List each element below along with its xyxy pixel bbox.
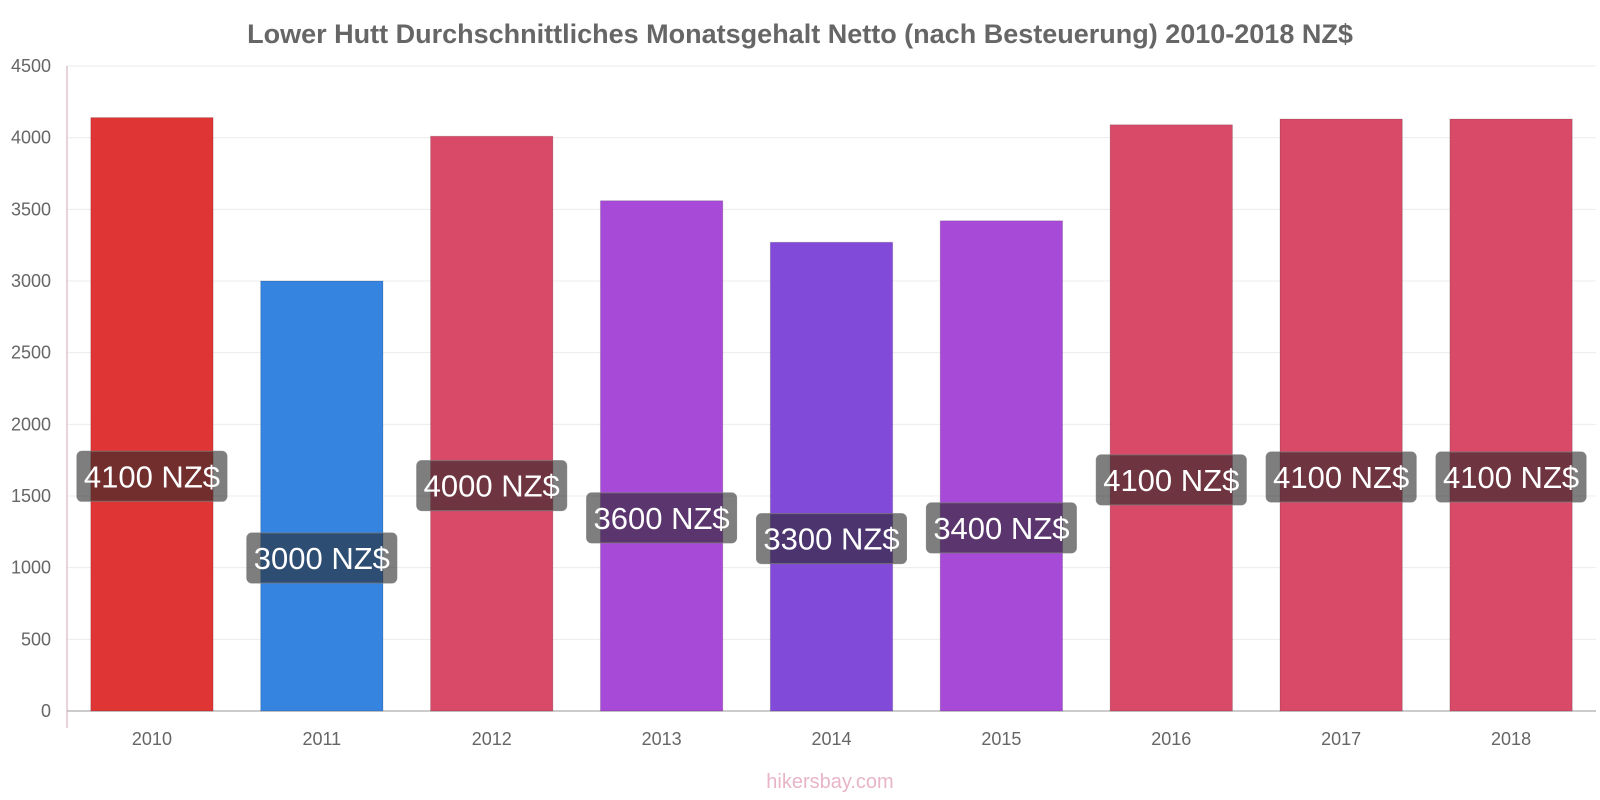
data-label: 4000 NZ$ bbox=[424, 469, 560, 504]
x-tick-label: 2018 bbox=[1491, 729, 1531, 749]
y-tick-label: 4500 bbox=[11, 56, 51, 76]
x-tick-label: 2011 bbox=[302, 729, 341, 749]
y-tick-label: 2000 bbox=[11, 414, 51, 434]
data-label-box bbox=[1265, 451, 1417, 503]
y-tick-label: 500 bbox=[21, 629, 51, 649]
data-label: 3600 NZ$ bbox=[594, 501, 730, 536]
data-labels: 4100 NZ$ 3000 NZ$ 4000 NZ$ 3600 NZ$ 3300 NZ$… bbox=[76, 450, 1587, 584]
data-label-box bbox=[586, 492, 738, 544]
data-label-box bbox=[756, 513, 907, 565]
bars bbox=[90, 117, 1573, 712]
data-label: 3300 NZ$ bbox=[763, 522, 899, 557]
x-tick-label: 2010 bbox=[132, 729, 172, 749]
bar-2018 bbox=[1449, 118, 1573, 712]
chart-title: Lower Hutt Durchschnittliches Monatsgeha… bbox=[247, 19, 1353, 49]
y-tick-label: 2500 bbox=[11, 343, 51, 363]
data-label-box bbox=[246, 532, 398, 584]
data-label: 4100 NZ$ bbox=[84, 459, 220, 494]
x-tick-label: 2014 bbox=[811, 729, 851, 749]
y-tick-label: 0 bbox=[41, 701, 51, 721]
bar-2014 bbox=[769, 241, 894, 712]
data-label-box bbox=[925, 502, 1077, 554]
data-label: 4100 NZ$ bbox=[1273, 460, 1409, 495]
x-tick-label: 2013 bbox=[642, 729, 682, 749]
y-tick-label: 3500 bbox=[11, 199, 51, 219]
x-axis-tick-labels: 2010 2011 2012 2013 2014 2015 2016 2017 2018 bbox=[132, 729, 1531, 749]
bar-2010 bbox=[90, 117, 214, 712]
data-label: 4100 NZ$ bbox=[1103, 463, 1239, 498]
bar-2015 bbox=[939, 220, 1064, 712]
watermark: hikersbay.com bbox=[766, 771, 893, 793]
data-label-box bbox=[1095, 454, 1247, 506]
y-tick-label: 1000 bbox=[11, 558, 51, 578]
data-label: 3000 NZ$ bbox=[254, 541, 390, 576]
data-label-box bbox=[416, 460, 568, 512]
data-label-box bbox=[1435, 451, 1587, 503]
x-tick-label: 2015 bbox=[981, 729, 1021, 749]
y-tick-label: 1500 bbox=[11, 486, 51, 506]
x-tick-label: 2012 bbox=[472, 729, 512, 749]
bar-2012 bbox=[430, 135, 554, 712]
y-axis-tick-labels: 0 500 1000 1500 2000 2500 3000 3500 4000 4500 bbox=[11, 56, 51, 721]
bar-2017 bbox=[1279, 118, 1403, 712]
y-tick-label: 4000 bbox=[11, 128, 51, 148]
y-tick-label: 3000 bbox=[11, 271, 51, 291]
data-label: 3400 NZ$ bbox=[933, 511, 1069, 546]
data-label: 4100 NZ$ bbox=[1443, 460, 1579, 495]
bar-2013 bbox=[599, 200, 724, 712]
x-tick-label: 2016 bbox=[1151, 729, 1191, 749]
data-label-box bbox=[76, 450, 228, 502]
bar-2016 bbox=[1109, 124, 1233, 712]
x-tick-label: 2017 bbox=[1321, 729, 1361, 749]
bar-2011 bbox=[260, 280, 384, 712]
